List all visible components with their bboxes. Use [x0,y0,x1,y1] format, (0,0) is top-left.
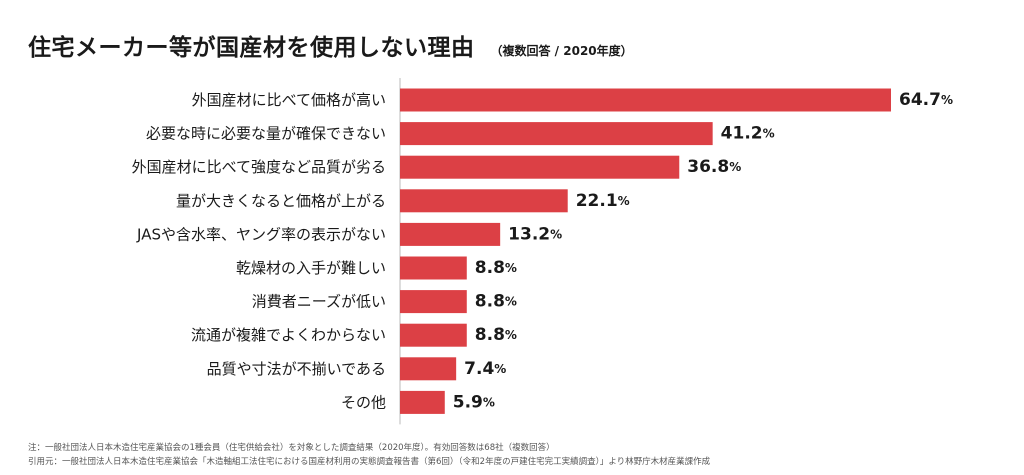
footnote-source: 引用元：一般社団法人日本木造住宅産業協会「木造軸組工法住宅における国産材利用の実… [28,457,711,467]
category-label: 必要な時に必要な量が確保できない [146,125,386,143]
title-row: 住宅メーカー等が国産材を使用しない理由 （複数回答 / 2020年度） [28,28,633,62]
value-unit: % [729,160,741,174]
value-label: 7.4% [464,359,506,379]
bar-chart: 外国産材に比べて価格が高い 64.7% 必要な時に必要な量が確保できない 41.2% 外… [132,78,953,425]
footnote-note: 注：一般社団法人日本木造住宅産業協会の1種会員（住宅供給会社）を対象とした調査結… [28,443,555,453]
chart-subtitle: （複数回答 / 2020年度） [490,44,633,58]
value-label: 64.7% [899,90,953,110]
bar [400,390,445,414]
bar [400,357,457,381]
value-unit: % [763,127,775,141]
bar [400,323,467,347]
bar [400,155,680,179]
category-label: 品質や寸法が不揃いである [207,360,386,378]
value-unit: % [505,261,517,275]
category-label: JASや含水率、ヤング率の表示がない [136,225,386,243]
category-label: 乾燥材の入手が難しい [236,259,386,277]
value-label: 13.2% [508,224,562,244]
value-unit: % [483,395,495,409]
bar [400,122,713,146]
category-label: 外国産材に比べて強度など品質が劣る [132,158,386,176]
category-label: 外国産材に比べて価格が高い [192,91,386,109]
value-unit: % [618,194,630,208]
bar [400,189,568,213]
value-label: 22.1% [576,191,630,211]
category-label: 流通が複雑でよくわからない [191,326,386,344]
value-label: 36.8% [687,157,741,177]
category-label: 消費者ニーズが低い [252,293,386,311]
bar [400,222,501,246]
category-label: その他 [341,393,386,411]
value-label: 5.9% [453,392,495,412]
bar [400,256,467,280]
value-unit: % [505,328,517,342]
bar [400,290,467,314]
value-unit: % [494,362,506,376]
value-unit: % [941,93,953,107]
value-unit: % [550,227,562,241]
value-label: 41.2% [721,124,775,144]
category-label: 量が大きくなると価格が上がる [176,192,386,210]
value-label: 8.8% [475,292,517,312]
bar [400,88,891,112]
value-label: 8.8% [475,325,517,345]
chart-title: 住宅メーカー等が国産材を使用しない理由 [28,35,475,61]
value-unit: % [505,295,517,309]
value-label: 8.8% [475,258,517,278]
